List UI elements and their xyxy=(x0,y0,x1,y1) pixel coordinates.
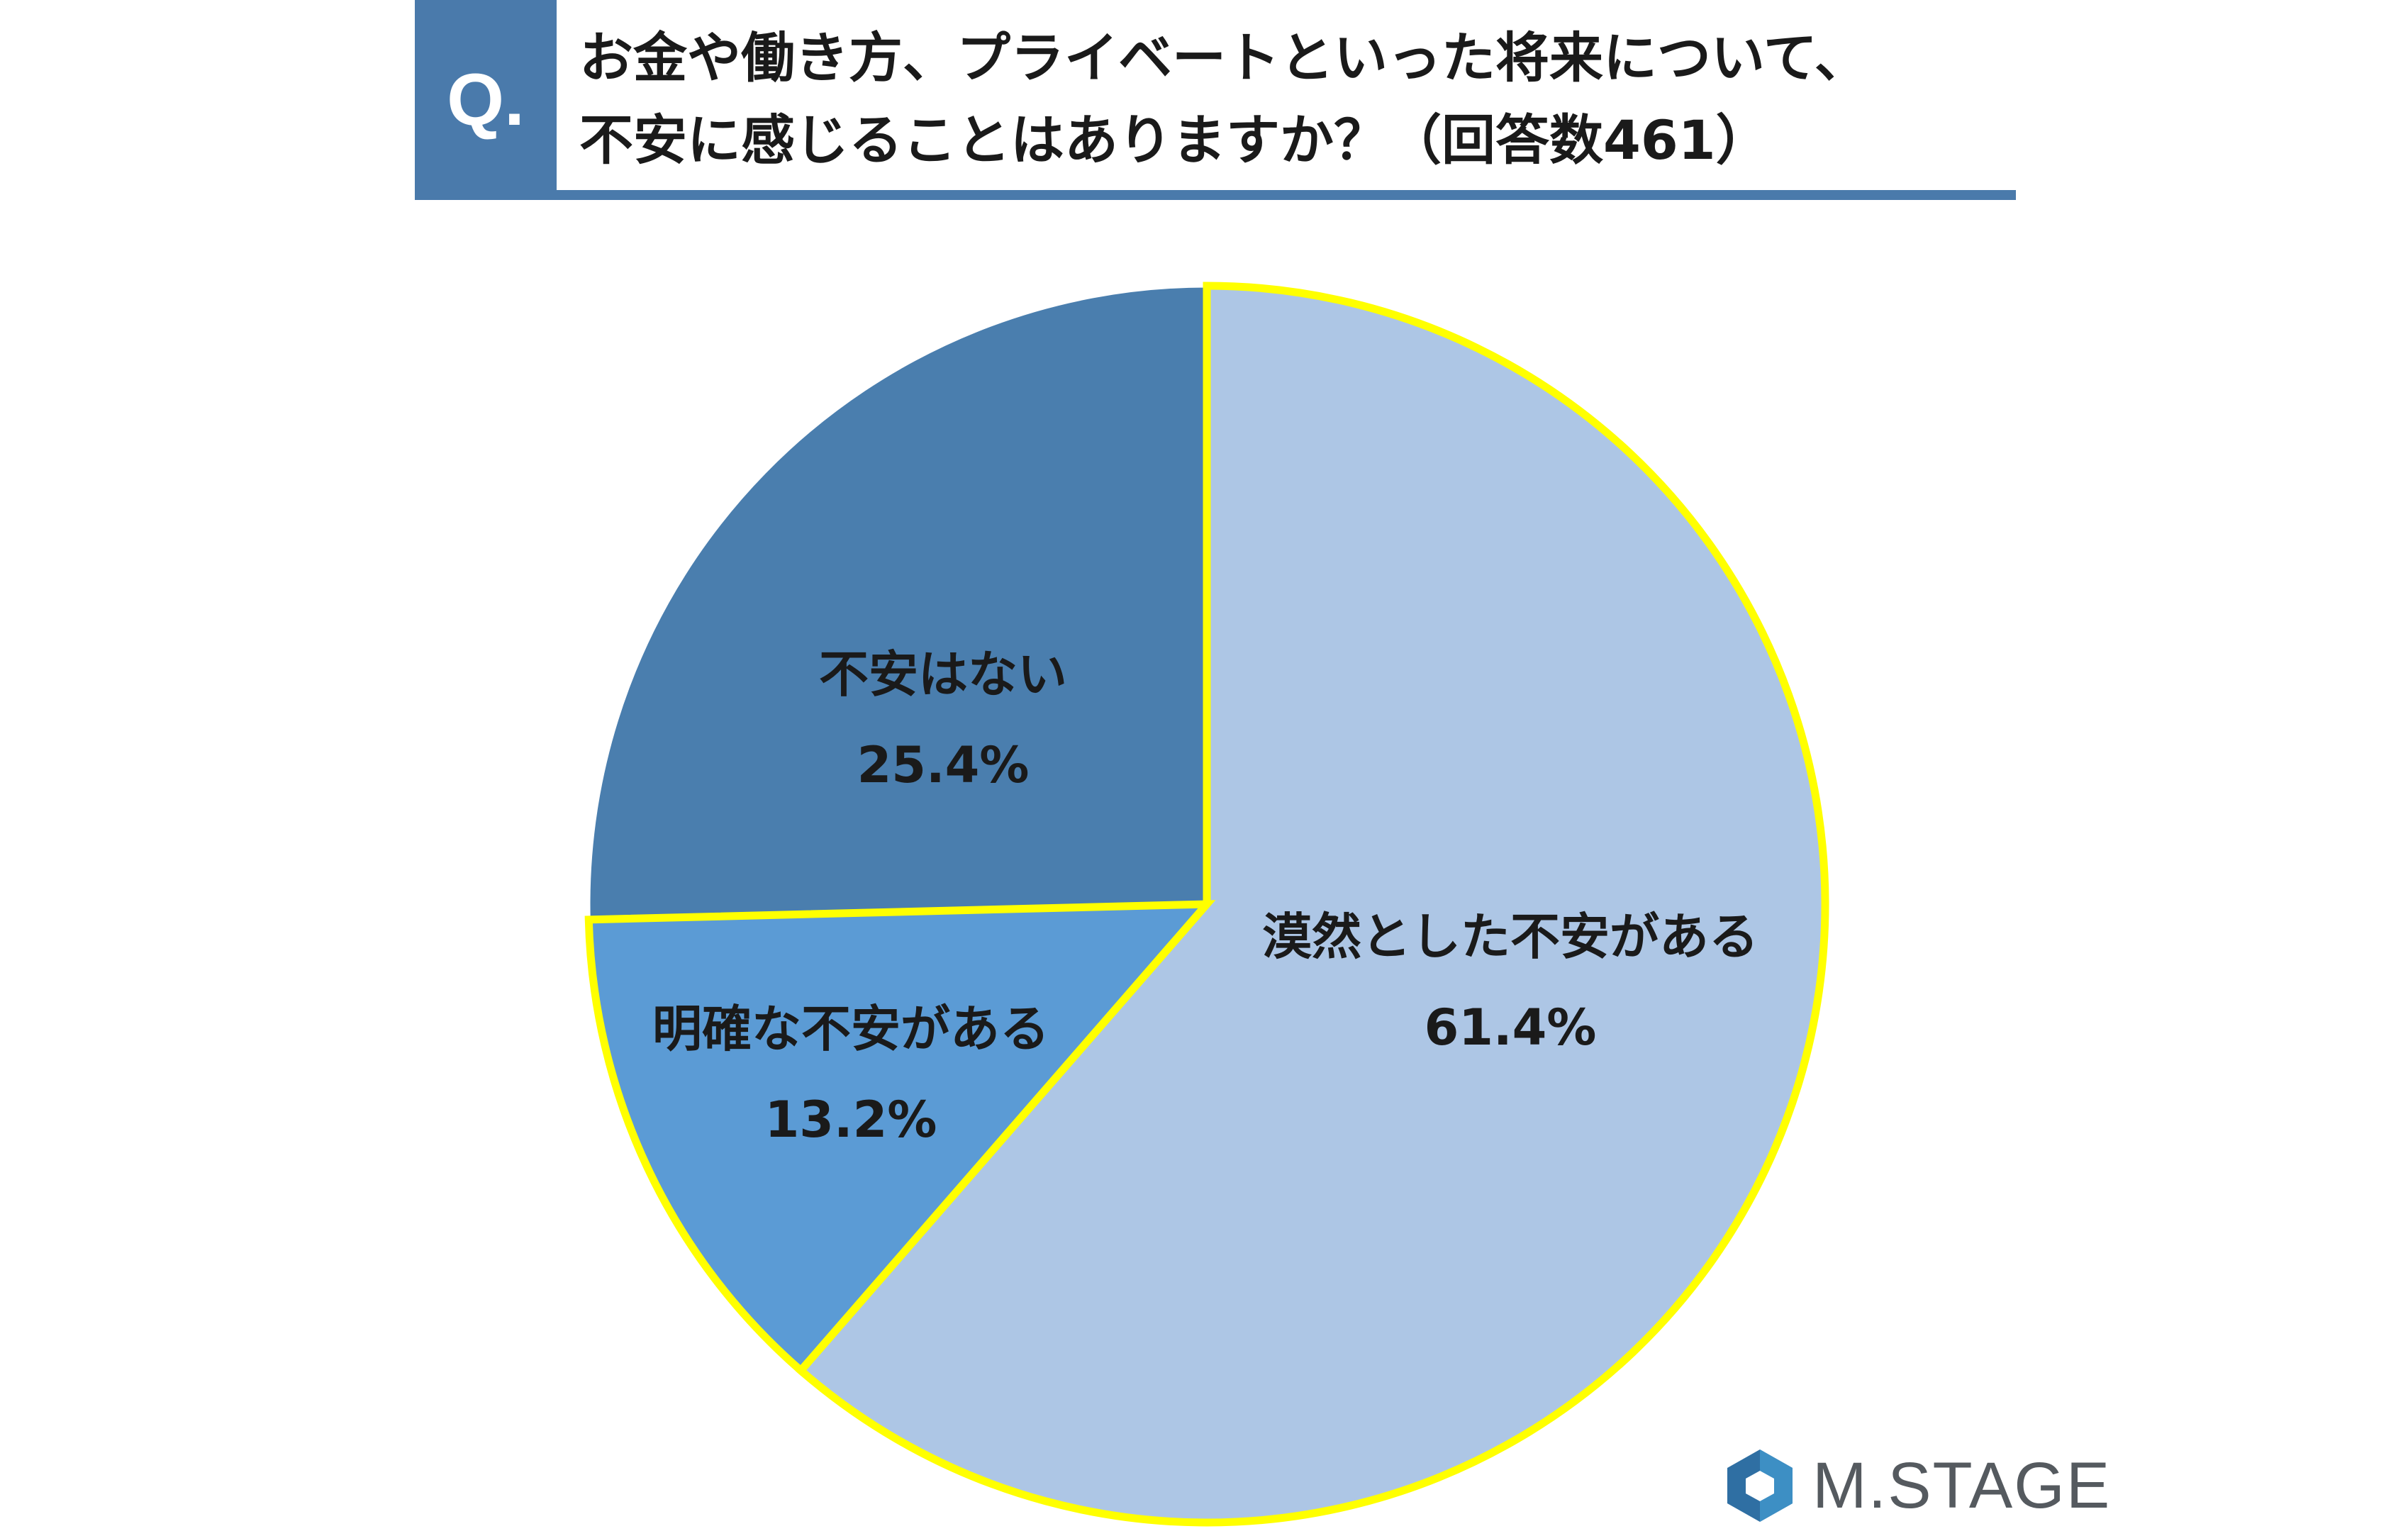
slice-label-1: 漠然とした不安がある xyxy=(1262,908,1758,966)
pie-slice-3 xyxy=(586,284,1209,922)
header-underline xyxy=(415,190,2016,200)
question-header: Q. お金や働き方、プライベートといった将来について、 不安に感じることはありま… xyxy=(415,0,2016,200)
pie-highlights xyxy=(584,282,1829,1527)
question-title: お金や働き方、プライベートといった将来について、 不安に感じることはありますか？… xyxy=(579,17,2012,182)
hexagon-logo-icon xyxy=(1727,1449,1793,1522)
question-title-line-1: お金や働き方、プライベートといった将来について、 xyxy=(579,26,1868,89)
pie-slice-2-highlight xyxy=(584,900,1216,1376)
slice-label-2: 明確な不安がある xyxy=(652,1000,1049,1058)
pie-slices xyxy=(586,284,1827,1525)
slice-value-label-3: 25.4% xyxy=(857,736,1030,794)
slice-value-label-1: 61.4% xyxy=(1425,998,1597,1057)
slice-value-label-2: 13.2% xyxy=(765,1091,937,1149)
logo-text: M.STAGE xyxy=(1812,1449,2112,1522)
brand-logo: M.STAGE xyxy=(1723,1447,2111,1525)
pie-slice-1-highlight xyxy=(795,282,1829,1527)
slice-label-3: 不安はない xyxy=(819,645,1067,703)
question-title-line-2: 不安に感じることはありますか？（回答数461） xyxy=(579,108,1770,172)
q-badge: Q. xyxy=(415,0,557,200)
pie-labels: 漠然とした不安がある 61.4% 明確な不安がある 13.2% 不安はない 25.4% xyxy=(652,645,1758,1149)
